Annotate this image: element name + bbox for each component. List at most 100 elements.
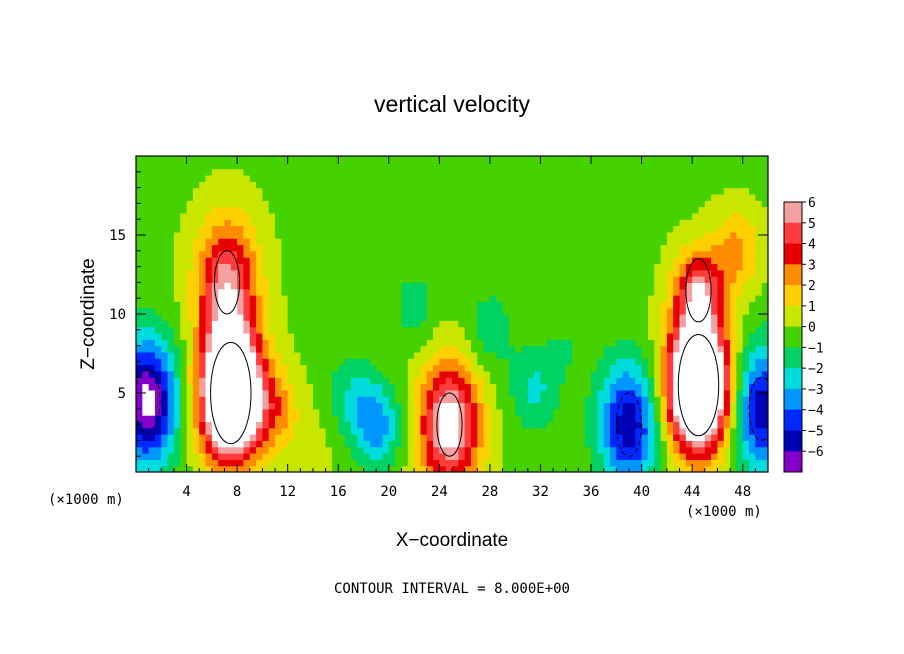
- heatmap-cell: [262, 314, 270, 321]
- heatmap-cell: [521, 257, 529, 265]
- heatmap-cell: [685, 332, 693, 340]
- heatmap-cell: [420, 377, 428, 385]
- heatmap-cell: [584, 351, 592, 359]
- heatmap-cell: [256, 459, 263, 467]
- heatmap-cell: [325, 402, 333, 410]
- heatmap-cell: [388, 212, 396, 220]
- heatmap-cell: [508, 295, 516, 302]
- heatmap-cell: [154, 250, 162, 258]
- heatmap-cell: [711, 238, 719, 246]
- heatmap-cell: [749, 351, 756, 359]
- heatmap-cell: [192, 383, 200, 391]
- heatmap-cell: [319, 459, 327, 467]
- heatmap-cell: [426, 162, 434, 170]
- heatmap-cell: [148, 282, 156, 290]
- heatmap-cell: [363, 295, 371, 302]
- heatmap-cell: [730, 295, 737, 302]
- heatmap-cell: [641, 339, 649, 347]
- heatmap-cell: [521, 225, 529, 233]
- heatmap-cell: [142, 238, 150, 246]
- heatmap-cell: [205, 446, 213, 454]
- heatmap-cell: [647, 396, 655, 404]
- heatmap-cell: [502, 269, 510, 277]
- heatmap-cell: [275, 465, 282, 472]
- heatmap-cell: [685, 320, 693, 328]
- heatmap-cell: [578, 440, 586, 448]
- heatmap-cell: [205, 421, 213, 429]
- heatmap-cell: [205, 358, 213, 366]
- heatmap-cell: [414, 231, 421, 239]
- heatmap-cell: [388, 345, 396, 353]
- heatmap-cell: [287, 174, 295, 182]
- heatmap-cell: [439, 358, 447, 366]
- heatmap-cell: [489, 358, 497, 366]
- heatmap-cell: [256, 408, 263, 416]
- heatmap-cell: [534, 269, 542, 277]
- heatmap-cell: [508, 156, 516, 163]
- heatmap-cell: [357, 326, 365, 334]
- heatmap-cell: [477, 358, 485, 366]
- heatmap-cell: [154, 225, 162, 233]
- heatmap-cell: [275, 282, 282, 290]
- heatmap-cell: [515, 446, 523, 454]
- heatmap-cell: [319, 383, 327, 391]
- heatmap-cell: [395, 307, 403, 315]
- heatmap-cell: [249, 174, 257, 182]
- heatmap-cell: [407, 446, 415, 454]
- heatmap-cell: [515, 276, 523, 283]
- heatmap-cell: [730, 453, 737, 460]
- heatmap-cell: [692, 307, 700, 315]
- heatmap-cell: [173, 351, 181, 359]
- heatmap-cell: [275, 168, 282, 176]
- heatmap-cell: [414, 156, 421, 163]
- heatmap-cell: [736, 156, 744, 163]
- heatmap-cell: [256, 314, 263, 321]
- heatmap-cell: [161, 282, 169, 290]
- heatmap-cell: [344, 332, 352, 340]
- heatmap-cell: [603, 465, 611, 472]
- heatmap-cell: [521, 282, 529, 290]
- heatmap-cell: [603, 427, 611, 435]
- heatmap-cell: [433, 187, 440, 195]
- heatmap-cell: [679, 168, 687, 176]
- heatmap-cell: [540, 174, 548, 182]
- heatmap-cell: [597, 231, 605, 239]
- heatmap-cell: [325, 383, 333, 391]
- heatmap-cell: [414, 244, 421, 252]
- heatmap-cell: [685, 244, 693, 252]
- heatmap-cell: [666, 225, 674, 233]
- heatmap-cell: [142, 345, 150, 353]
- heatmap-cell: [679, 156, 687, 163]
- heatmap-cell: [711, 295, 719, 302]
- heatmap-cell: [420, 326, 428, 334]
- heatmap-cell: [439, 231, 447, 239]
- heatmap-cell: [736, 250, 744, 258]
- heatmap-cell: [711, 244, 719, 252]
- heatmap-cell: [445, 415, 453, 423]
- heatmap-cell: [622, 276, 630, 283]
- heatmap-cell: [275, 288, 282, 296]
- heatmap-cell: [660, 345, 668, 353]
- heatmap-cell: [180, 244, 188, 252]
- heatmap-cell: [142, 377, 150, 385]
- heatmap-cell: [622, 440, 630, 448]
- heatmap-cell: [534, 434, 542, 441]
- heatmap-cell: [559, 168, 567, 176]
- heatmap-cell: [489, 314, 497, 321]
- heatmap-cell: [237, 389, 245, 397]
- heatmap-cell: [148, 421, 156, 429]
- heatmap-cell: [521, 339, 529, 347]
- heatmap-cell: [698, 453, 706, 460]
- heatmap-cell: [717, 200, 725, 208]
- heatmap-cell: [578, 307, 586, 315]
- heatmap-cell: [161, 358, 169, 366]
- heatmap-cell: [749, 193, 756, 201]
- heatmap-cell: [559, 465, 567, 472]
- heatmap-cell: [755, 446, 763, 454]
- heatmap-cell: [673, 377, 681, 385]
- heatmap-cell: [704, 200, 712, 208]
- heatmap-cell: [597, 320, 605, 328]
- heatmap-cell: [723, 269, 731, 277]
- heatmap-cell: [154, 269, 162, 277]
- heatmap-cell: [597, 244, 605, 252]
